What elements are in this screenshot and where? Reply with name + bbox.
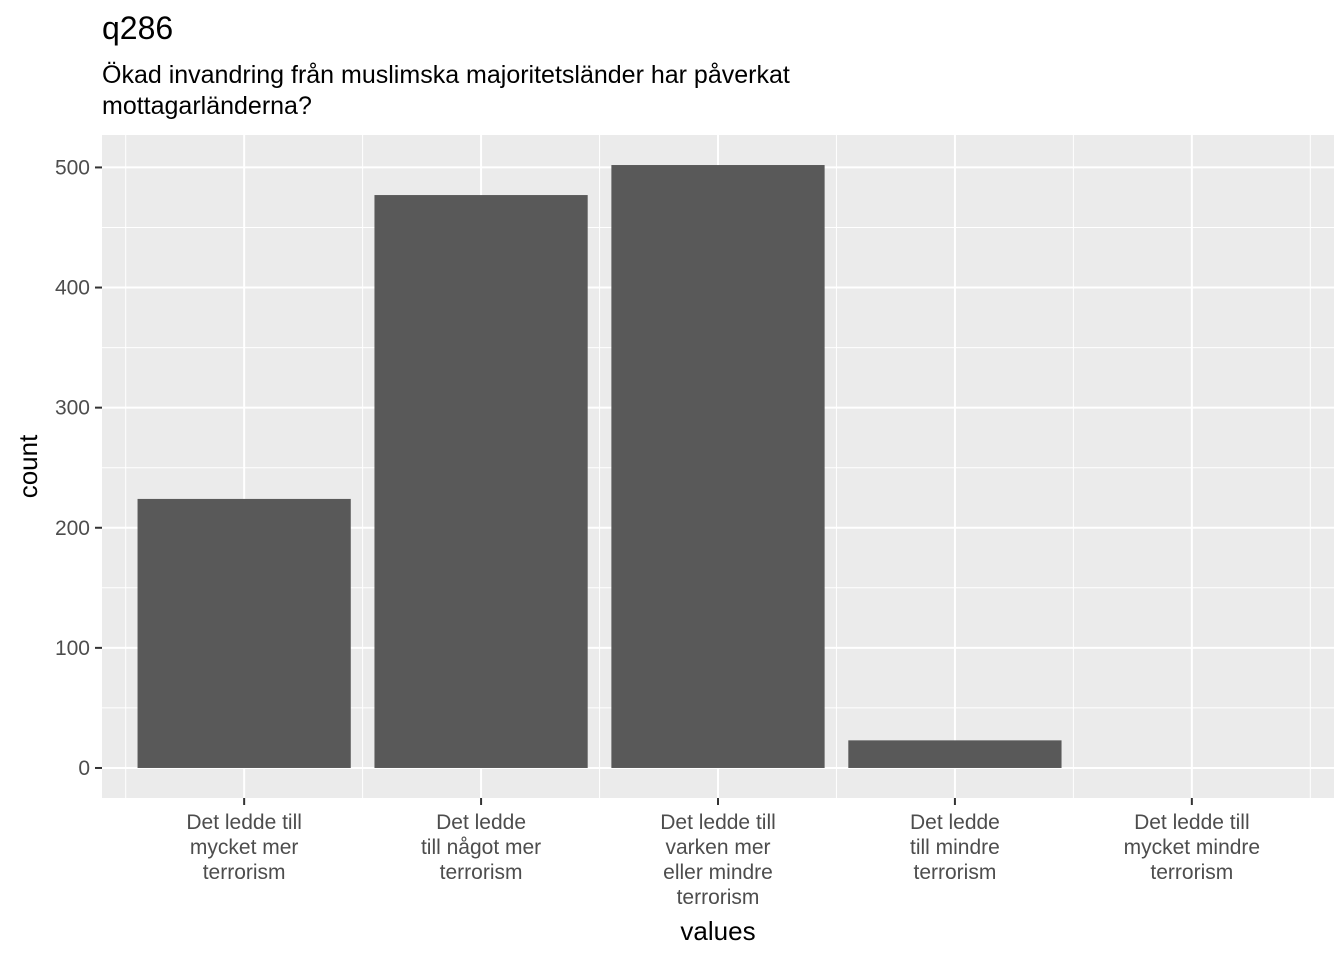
chart-subtitle: Ökad invandring från muslimska majoritet… — [102, 60, 1002, 122]
x-tick-label-line: Det ledde — [436, 811, 526, 834]
x-tick-label-line: Det ledde till — [1134, 811, 1250, 834]
chart-subtitle-line-1: Ökad invandring från muslimska majoritet… — [102, 61, 790, 89]
x-axis-title: values — [680, 916, 755, 946]
chart-subtitle-line-2: mottagarländerna? — [102, 92, 312, 120]
x-tick-label-line: terrorism — [914, 861, 997, 884]
bar — [374, 195, 588, 768]
x-tick-label-line: till något mer — [421, 836, 541, 859]
bar — [137, 498, 351, 768]
x-tick-label-line: eller mindre — [663, 861, 773, 884]
x-tick-label-line: mycket mer — [190, 836, 299, 859]
y-tick-label: 0 — [78, 757, 90, 780]
bars — [137, 165, 1062, 768]
x-tick-label: Det ledde till varken mer eller mindre terr… — [660, 811, 776, 909]
x-tick-label-line: Det ledde till — [660, 811, 776, 834]
y-tick-label: 200 — [55, 517, 90, 540]
y-tick-label: 500 — [55, 156, 90, 179]
x-tick-label-line: terrorism — [677, 886, 760, 909]
x-tick-label-line: terrorism — [440, 861, 523, 884]
y-axis: 0 100 200 300 400 500 — [55, 156, 102, 780]
x-tick-label-line: Det ledde — [910, 811, 1000, 834]
y-axis-title: count — [13, 434, 43, 498]
y-tick-label: 400 — [55, 277, 90, 300]
x-tick-label-line: terrorism — [1150, 861, 1233, 884]
x-tick-label-line: terrorism — [203, 861, 286, 884]
y-tick-label: 100 — [55, 637, 90, 660]
chart-title: q286 — [102, 10, 174, 46]
y-tick-label: 300 — [55, 397, 90, 420]
bar — [848, 740, 1062, 768]
x-tick-label: Det ledde till mycket mindre terrorism — [1124, 811, 1261, 884]
x-tick-label-line: Det ledde till — [186, 811, 302, 834]
x-tick-label-line: mycket mindre — [1124, 836, 1261, 859]
x-tick-label: Det ledde till mycket mer terrorism — [186, 811, 302, 884]
x-tick-label: Det ledde till mindre terrorism — [910, 811, 1000, 884]
x-tick-label-line: varken mer — [665, 836, 770, 859]
x-tick-label-line: till mindre — [910, 836, 1000, 859]
bar — [611, 165, 825, 768]
x-tick-label: Det ledde till något mer terrorism — [421, 811, 541, 884]
